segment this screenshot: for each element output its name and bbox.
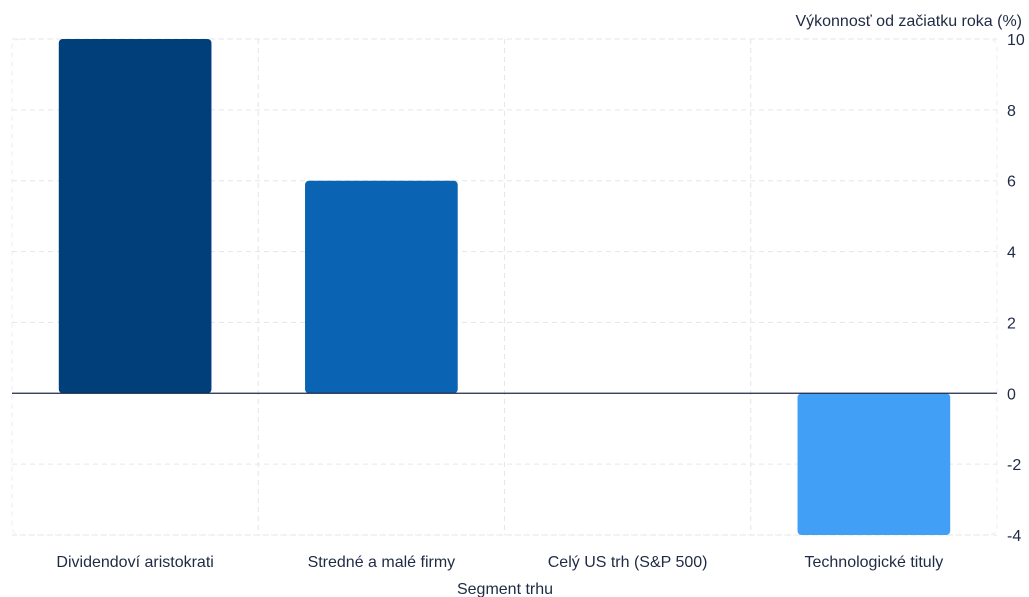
- y-tick-label: 0: [1007, 386, 1016, 403]
- x-axis-title: Segment trhu: [457, 581, 553, 597]
- bars: [58, 39, 951, 535]
- bar: [797, 393, 951, 535]
- y-tick-label: -2: [1007, 457, 1021, 474]
- y-axis-title: Výkonnosť od začiatku roka (%): [795, 13, 1022, 30]
- bar: [58, 39, 212, 394]
- x-axis-ticks: Dividendoví aristokrati Stredné a malé fi…: [56, 554, 943, 571]
- y-axis-ticks: -4 -2 0 2 4 6 8 10: [1007, 32, 1025, 545]
- x-tick-label: Stredné a malé firmy: [308, 554, 456, 571]
- bar: [305, 180, 458, 394]
- y-tick-label: 8: [1007, 103, 1016, 120]
- x-tick-label: Technologické tituly: [805, 554, 944, 571]
- y-tick-label: 4: [1007, 245, 1016, 262]
- plot-frame: [11, 38, 998, 536]
- y-tick-label: 10: [1007, 32, 1025, 49]
- y-tick-label: -4: [1007, 528, 1021, 545]
- y-tick-label: 6: [1007, 174, 1016, 191]
- x-tick-label: Dividendoví aristokrati: [56, 554, 213, 571]
- y-tick-label: 2: [1007, 315, 1016, 332]
- x-tick-label: Celý US trh (S&P 500): [548, 554, 708, 571]
